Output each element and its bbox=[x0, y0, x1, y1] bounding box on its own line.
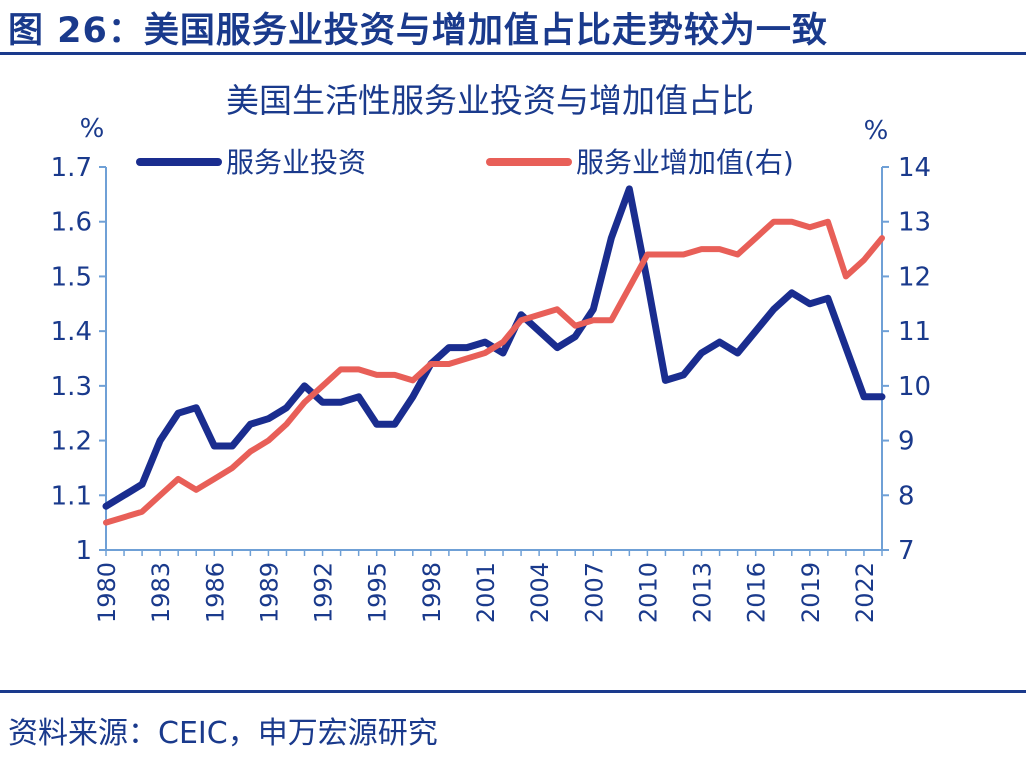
x-tick-label: 1980 bbox=[93, 562, 121, 623]
legend-label-investment: 服务业投资 bbox=[226, 146, 366, 179]
left-tick-label: 1.4 bbox=[51, 317, 92, 347]
x-tick-label: 1989 bbox=[255, 562, 283, 623]
left-tick-label: 1 bbox=[75, 536, 92, 566]
right-tick-label: 10 bbox=[898, 372, 931, 402]
right-axis-unit: % bbox=[864, 116, 889, 146]
chart-title: 美国生活性服务业投资与增加值占比 bbox=[226, 81, 754, 120]
x-tick-label: 1995 bbox=[364, 562, 392, 623]
left-tick-label: 1.6 bbox=[51, 208, 92, 238]
x-tick-label: 2019 bbox=[797, 562, 825, 623]
left-axis-unit: % bbox=[80, 114, 105, 144]
top-divider bbox=[0, 52, 1026, 55]
figure-title: 图 26：美国服务业投资与增加值占比走势较为一致 bbox=[8, 11, 828, 51]
x-tick-label: 2022 bbox=[851, 562, 879, 623]
left-tick-label: 1.3 bbox=[51, 372, 92, 402]
x-tick-label: 1983 bbox=[147, 562, 175, 623]
series-lines bbox=[102, 185, 886, 526]
x-tick-label: 1992 bbox=[310, 562, 338, 623]
x-tick-label: 2016 bbox=[743, 562, 771, 623]
x-tick-label: 2010 bbox=[634, 562, 662, 623]
right-tick-label: 13 bbox=[898, 208, 931, 238]
x-tick-label: 2004 bbox=[526, 562, 554, 623]
right-tick-label: 14 bbox=[898, 153, 931, 183]
legend-label-value-added: 服务业增加值(右) bbox=[576, 146, 794, 179]
x-tick-label: 1986 bbox=[201, 562, 229, 623]
x-tick-label: 2013 bbox=[689, 562, 717, 623]
right-tick-label: 7 bbox=[898, 536, 915, 566]
source-note: 资料来源：CEIC，申万宏源研究 bbox=[8, 716, 438, 751]
line-chart: 美国生活性服务业投资与增加值占比 % % 服务业投资 服务业增加值(右) 1.7… bbox=[51, 81, 931, 623]
x-tick-label: 2007 bbox=[580, 562, 608, 623]
series-line-value-added bbox=[103, 218, 885, 526]
x-tick-label: 2001 bbox=[472, 562, 500, 623]
left-y-ticks: 1.7 1.6 1.5 1.4 1.3 1.2 1.1 1 bbox=[51, 153, 106, 566]
bottom-divider bbox=[0, 690, 1026, 693]
left-tick-label: 1.7 bbox=[51, 153, 92, 183]
x-ticks: 1980 1983 1986 1989 1992 1995 1998 2001 2004 2007… bbox=[93, 550, 883, 623]
right-tick-label: 9 bbox=[898, 427, 915, 457]
left-tick-label: 1.5 bbox=[51, 262, 92, 292]
x-tick-label: 1998 bbox=[418, 562, 446, 623]
legend: 服务业投资 服务业增加值(右) bbox=[136, 146, 794, 179]
left-tick-label: 1.2 bbox=[51, 427, 92, 457]
right-tick-label: 12 bbox=[898, 262, 931, 292]
left-tick-label: 1.1 bbox=[51, 481, 92, 511]
right-tick-label: 11 bbox=[898, 317, 931, 347]
right-y-ticks: 14 13 12 11 10 9 8 7 bbox=[882, 153, 931, 566]
right-tick-label: 8 bbox=[898, 481, 915, 511]
